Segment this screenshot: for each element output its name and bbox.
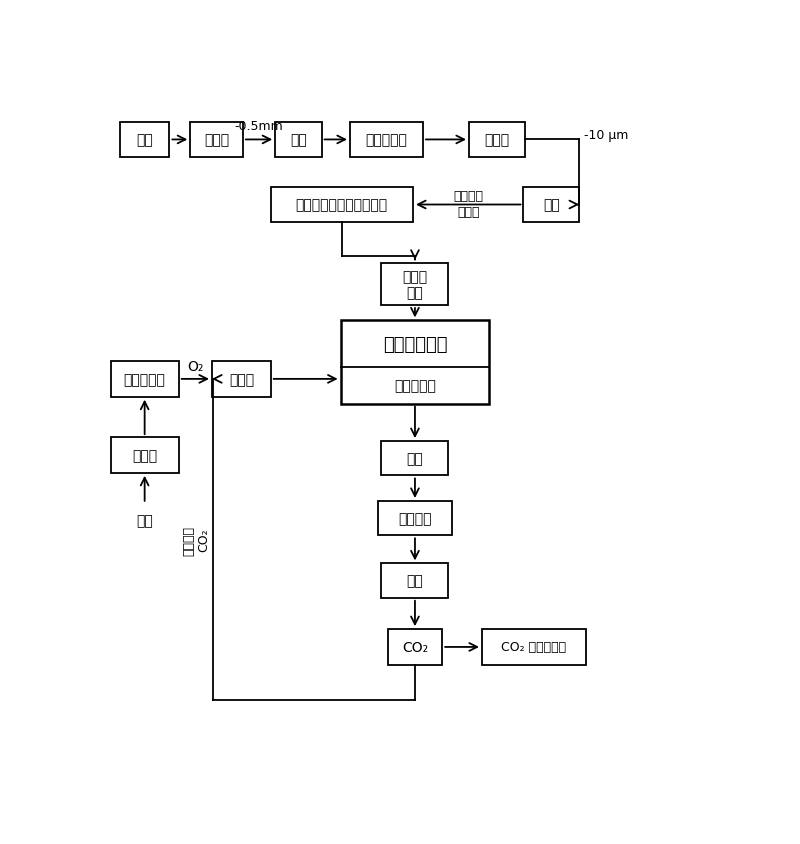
FancyBboxPatch shape [110,437,178,473]
FancyBboxPatch shape [378,501,451,536]
FancyBboxPatch shape [382,441,449,476]
Text: 气缸及活塞: 气缸及活塞 [394,379,436,393]
Text: 超细磨: 超细磨 [484,133,510,147]
FancyBboxPatch shape [275,123,322,158]
Text: 内燃机
喷嘴: 内燃机 喷嘴 [402,269,427,300]
Text: O₂: O₂ [187,360,203,373]
Text: 水、甲醇: 水、甲醇 [454,190,483,203]
Text: 压缩机: 压缩机 [229,372,254,387]
Text: 破碎机: 破碎机 [204,133,229,147]
Text: -10 μm: -10 μm [584,128,628,142]
Text: 空气: 空气 [136,513,153,528]
Text: 尾气循环
CO₂: 尾气循环 CO₂ [182,525,210,555]
FancyBboxPatch shape [341,321,490,404]
FancyBboxPatch shape [382,564,449,598]
Text: 添加剂: 添加剂 [457,205,479,219]
Text: 涂覆: 涂覆 [543,198,560,212]
FancyBboxPatch shape [382,263,449,306]
FancyBboxPatch shape [350,123,423,158]
FancyBboxPatch shape [270,187,413,223]
Text: -0.5mm: -0.5mm [234,120,283,133]
FancyBboxPatch shape [212,361,271,398]
Text: 褐煤: 褐煤 [136,133,153,147]
Text: CO₂: CO₂ [402,641,428,654]
FancyBboxPatch shape [190,123,243,158]
Text: 超细超洁净褐煤甲醇煤浆: 超细超洁净褐煤甲醇煤浆 [296,198,388,212]
Text: 尾气: 尾气 [406,452,423,466]
FancyBboxPatch shape [482,630,586,665]
Text: 除尘: 除尘 [406,574,423,588]
Text: 内燃机燃烧室: 内燃机燃烧室 [382,335,447,354]
FancyBboxPatch shape [110,361,178,398]
FancyBboxPatch shape [469,123,525,158]
Text: CO₂ 捕集与封存: CO₂ 捕集与封存 [502,641,566,653]
Text: 纯氧缓冲罐: 纯氧缓冲罐 [124,372,166,387]
Text: 空分机: 空分机 [132,448,158,463]
FancyBboxPatch shape [120,123,170,158]
FancyBboxPatch shape [523,187,579,223]
Text: 脱硫脱硝: 脱硫脱硝 [398,511,432,526]
Text: 流化床干燥: 流化床干燥 [366,133,407,147]
Text: 脱灰: 脱灰 [290,133,306,147]
FancyBboxPatch shape [388,630,442,665]
